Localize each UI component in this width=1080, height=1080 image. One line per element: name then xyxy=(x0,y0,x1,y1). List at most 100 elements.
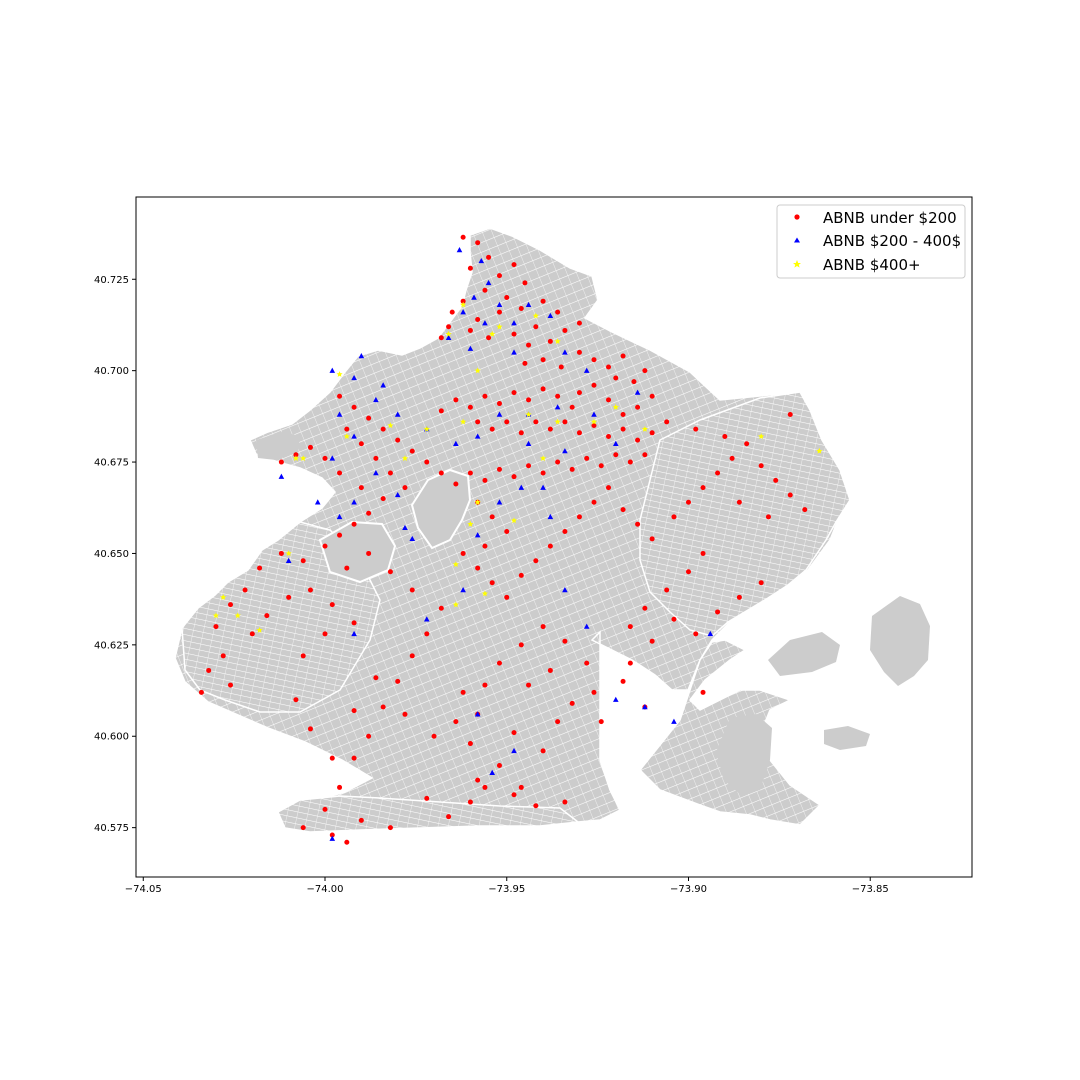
point-400-plus xyxy=(540,455,547,461)
point-under-200 xyxy=(584,455,590,461)
point-200-400 xyxy=(482,320,488,326)
point-under-200 xyxy=(526,342,532,348)
y-tick-label: 40.625 xyxy=(94,640,129,651)
legend-marker-triangle xyxy=(794,237,800,243)
point-under-200 xyxy=(460,234,466,240)
point-under-200 xyxy=(635,437,641,443)
point-under-200 xyxy=(482,543,488,549)
series-triangle xyxy=(278,247,714,841)
point-under-200 xyxy=(649,536,655,542)
y-tick-label: 40.600 xyxy=(94,732,129,743)
point-200-400 xyxy=(351,499,357,505)
point-under-200 xyxy=(337,470,343,476)
point-under-200 xyxy=(489,514,495,520)
series-star xyxy=(212,301,823,633)
point-under-200 xyxy=(358,441,364,447)
point-400-plus xyxy=(300,455,307,461)
point-under-200 xyxy=(671,514,677,520)
point-under-200 xyxy=(453,397,459,403)
point-400-plus xyxy=(387,422,394,429)
point-under-200 xyxy=(562,799,568,805)
y-tick-label: 40.700 xyxy=(94,366,129,377)
point-under-200 xyxy=(504,295,510,301)
point-under-200 xyxy=(635,521,641,527)
point-under-200 xyxy=(387,825,393,831)
point-under-200 xyxy=(555,459,561,465)
point-under-200 xyxy=(322,806,328,812)
point-200-400 xyxy=(591,411,597,417)
point-under-200 xyxy=(213,624,219,630)
point-under-200 xyxy=(518,306,524,312)
point-under-200 xyxy=(351,708,357,714)
point-200-400 xyxy=(474,532,481,538)
point-400-plus xyxy=(401,455,409,461)
y-tick-label: 40.675 xyxy=(94,458,129,469)
point-200-400 xyxy=(547,513,554,520)
y-tick-label: 40.650 xyxy=(94,549,129,560)
point-under-200 xyxy=(613,452,619,458)
point-200-400 xyxy=(511,747,517,754)
point-under-200 xyxy=(228,682,234,688)
point-400-plus xyxy=(554,338,561,344)
legend-box xyxy=(776,204,966,279)
point-200-400 xyxy=(380,382,386,388)
point-200-400 xyxy=(409,535,416,542)
point-under-200 xyxy=(511,730,517,736)
point-400-plus xyxy=(474,367,481,374)
point-400-plus xyxy=(481,590,488,597)
point-400-plus xyxy=(336,371,343,377)
point-under-200 xyxy=(511,474,517,480)
point-200-400 xyxy=(460,587,466,593)
point-under-200 xyxy=(438,470,444,476)
legend-marker-star xyxy=(793,260,801,268)
point-under-200 xyxy=(606,397,612,403)
point-under-200 xyxy=(562,529,568,535)
point-under-200 xyxy=(547,426,553,432)
island-3 xyxy=(870,596,930,686)
point-under-200 xyxy=(547,338,553,344)
point-under-200 xyxy=(249,631,255,637)
point-400-plus xyxy=(452,601,459,608)
point-under-200 xyxy=(475,419,481,425)
point-200-400 xyxy=(358,353,365,359)
point-under-200 xyxy=(642,605,648,611)
point-under-200 xyxy=(620,412,626,418)
point-under-200 xyxy=(322,631,328,637)
point-under-200 xyxy=(496,401,502,407)
point-under-200 xyxy=(620,426,626,432)
point-under-200 xyxy=(631,379,637,385)
point-under-200 xyxy=(402,711,408,717)
point-under-200 xyxy=(489,426,495,432)
point-under-200 xyxy=(526,397,532,403)
point-under-200 xyxy=(715,470,721,476)
point-under-200 xyxy=(460,550,466,556)
east-district xyxy=(639,391,851,637)
point-200-400 xyxy=(394,491,401,498)
point-under-200 xyxy=(438,335,444,341)
point-under-200 xyxy=(562,638,568,644)
point-under-200 xyxy=(511,792,517,798)
point-under-200 xyxy=(576,514,582,520)
point-200-400 xyxy=(554,404,561,410)
legend-label-400-plus: ABNB $400+ xyxy=(823,256,921,274)
point-200-400 xyxy=(671,718,677,724)
point-200-400 xyxy=(394,411,401,417)
point-under-200 xyxy=(526,682,532,688)
legend-item-under-200: ABNB under $200 xyxy=(794,209,957,227)
point-under-200 xyxy=(511,262,517,268)
point-under-200 xyxy=(482,477,488,483)
point-under-200 xyxy=(300,653,306,659)
point-under-200 xyxy=(504,594,510,600)
point-400-plus xyxy=(474,499,481,505)
point-under-200 xyxy=(446,814,452,820)
point-under-200 xyxy=(591,382,597,388)
point-under-200 xyxy=(562,419,568,425)
x-tick-label: −73.95 xyxy=(488,884,525,895)
point-200-400 xyxy=(474,433,481,439)
point-under-200 xyxy=(598,463,604,469)
point-200-400 xyxy=(402,524,408,531)
point-under-200 xyxy=(700,689,706,695)
legend-item-400-plus: ABNB $400+ xyxy=(793,256,921,274)
point-under-200 xyxy=(409,653,415,659)
point-under-200 xyxy=(467,265,473,271)
